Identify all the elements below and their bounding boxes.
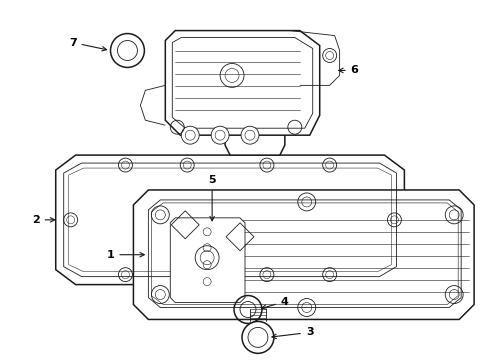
Polygon shape [165, 31, 319, 135]
Circle shape [241, 126, 259, 144]
Circle shape [211, 126, 228, 144]
Text: 2: 2 [32, 215, 55, 225]
Text: 1: 1 [106, 250, 144, 260]
Circle shape [195, 246, 219, 270]
Text: 4: 4 [261, 297, 288, 309]
Text: 5: 5 [208, 175, 216, 221]
Text: 6: 6 [338, 66, 358, 76]
Polygon shape [224, 125, 285, 155]
Polygon shape [133, 190, 473, 319]
Polygon shape [170, 218, 244, 302]
Text: 3: 3 [271, 327, 313, 339]
Polygon shape [56, 155, 404, 285]
Text: 7: 7 [69, 37, 106, 51]
Circle shape [181, 126, 199, 144]
Circle shape [242, 321, 273, 353]
